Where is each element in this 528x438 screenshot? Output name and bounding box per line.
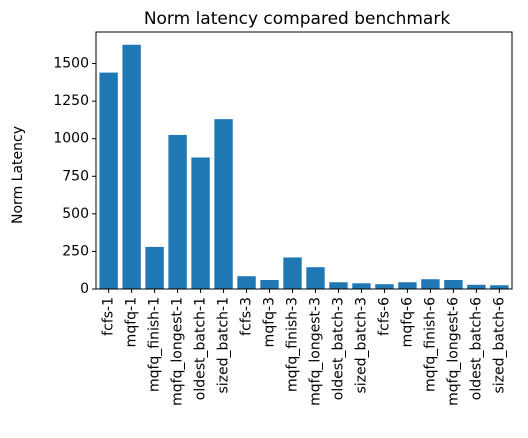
- y-tick-label: 500: [62, 206, 89, 222]
- bar-mqfq_finish-6: [421, 279, 440, 289]
- x-tick-label-fcfs-6: fcfs-6: [376, 297, 392, 336]
- x-tick-label-mqfq_longest-1: mqfq_longest-1: [170, 297, 186, 406]
- y-tick-label: 1250: [53, 93, 89, 109]
- plot-frame: [95, 31, 513, 290]
- y-axis-label: Norm Latency: [10, 126, 26, 224]
- x-tick-label-oldest_batch-3: oldest_batch-3: [330, 297, 346, 400]
- bars-group: [99, 44, 509, 290]
- x-tick-label-sized_batch-6: sized_batch-6: [491, 297, 507, 394]
- x-tick-label-oldest_batch-1: oldest_batch-1: [193, 297, 209, 400]
- bar-mqfq_longest-6: [444, 279, 463, 289]
- bar-mqfq-3: [260, 279, 279, 289]
- x-tick-label-sized_batch-1: sized_batch-1: [216, 297, 232, 394]
- x-tick-label-oldest_batch-6: oldest_batch-6: [468, 297, 484, 400]
- x-tick-label-mqfq_longest-6: mqfq_longest-6: [445, 297, 461, 406]
- bar-sized_batch-6: [490, 285, 509, 289]
- bar-fcfs-6: [375, 284, 394, 289]
- x-tick-label-mqfq-3: mqfq-3: [262, 297, 278, 347]
- x-tick-label-fcfs-3: fcfs-3: [239, 297, 255, 336]
- bar-mqfq-1: [122, 44, 141, 289]
- x-ticks-group: fcfs-1 mqfq-1 mqfq_finish-1 mqfq_longest-1 o…: [101, 289, 507, 406]
- x-tick-label-mqfq-1: mqfq-1: [124, 297, 140, 347]
- bar-oldest_batch-3: [329, 282, 348, 289]
- bar-mqfq_finish-3: [283, 257, 302, 289]
- x-tick-label-mqfq_finish-6: mqfq_finish-6: [422, 297, 438, 392]
- x-tick-label-mqfq_finish-1: mqfq_finish-1: [147, 297, 163, 392]
- y-tick-label: 0: [80, 281, 89, 297]
- x-tick-label-fcfs-1: fcfs-1: [101, 297, 117, 336]
- x-tick-label-mqfq_longest-3: mqfq_longest-3: [307, 297, 323, 406]
- bar-mqfq_longest-3: [306, 267, 325, 289]
- y-tick-label: 750: [62, 168, 89, 184]
- x-tick-label-mqfq_finish-3: mqfq_finish-3: [285, 297, 301, 392]
- bar-fcfs-3: [237, 276, 256, 289]
- bar-oldest_batch-6: [467, 284, 486, 289]
- chart-title: Norm latency compared benchmark: [144, 9, 451, 29]
- bar-sized_batch-3: [352, 283, 371, 289]
- bar-mqfq_finish-1: [145, 246, 164, 289]
- bar-fcfs-1: [99, 72, 118, 289]
- bar-mqfq-6: [398, 282, 417, 289]
- y-ticks-group: 0 250 500 750 1000 1250 1500: [53, 56, 96, 297]
- bar-oldest_batch-1: [191, 157, 210, 289]
- bar-mqfq_longest-1: [168, 134, 187, 289]
- bar-sized_batch-1: [214, 119, 233, 290]
- x-tick-label-mqfq-6: mqfq-6: [399, 297, 415, 347]
- y-tick-label: 1000: [53, 131, 89, 147]
- y-tick-label: 250: [62, 243, 89, 259]
- y-tick-label: 1500: [53, 56, 89, 72]
- x-tick-label-sized_batch-3: sized_batch-3: [353, 297, 369, 394]
